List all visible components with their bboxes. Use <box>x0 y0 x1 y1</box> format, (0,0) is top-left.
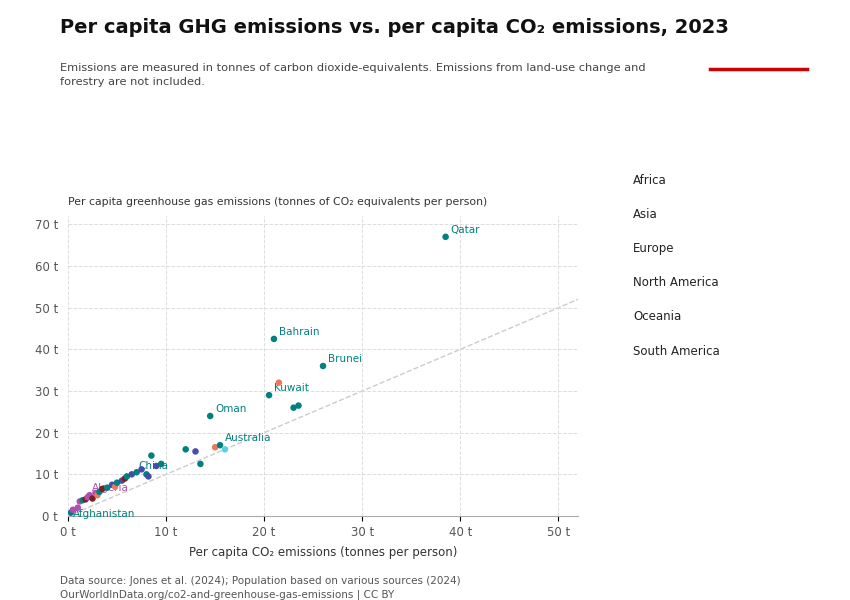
Point <box>135 464 149 474</box>
Point <box>178 445 192 454</box>
Text: Afghanistan: Afghanistan <box>73 509 135 519</box>
Text: Oman: Oman <box>215 404 246 414</box>
Text: Qatar: Qatar <box>450 225 480 235</box>
Text: China: China <box>139 461 168 471</box>
Text: Per capita greenhouse gas emissions (tonnes of CO₂ equivalents per person): Per capita greenhouse gas emissions (ton… <box>68 197 487 207</box>
Point <box>86 494 99 503</box>
Text: Per capita GHG emissions vs. per capita CO₂ emissions, 2023: Per capita GHG emissions vs. per capita … <box>60 18 728 37</box>
Text: Asia: Asia <box>633 208 658 221</box>
Text: Emissions are measured in tonnes of carbon dioxide-equivalents. Emissions from l: Emissions are measured in tonnes of carb… <box>60 63 645 87</box>
X-axis label: Per capita CO₂ emissions (tonnes per person): Per capita CO₂ emissions (tonnes per per… <box>189 545 457 559</box>
Point <box>76 496 89 505</box>
Text: Africa: Africa <box>633 173 667 187</box>
Point <box>79 494 93 504</box>
Text: Data source: Jones et al. (2024); Population based on various sources (2024)
Our: Data source: Jones et al. (2024); Popula… <box>60 576 460 600</box>
Point <box>71 503 85 512</box>
Text: South America: South America <box>633 344 720 358</box>
Point <box>194 459 207 469</box>
Point <box>82 490 96 500</box>
Point <box>316 361 330 371</box>
Text: Algeria: Algeria <box>92 483 128 493</box>
Point <box>118 474 132 484</box>
Point <box>155 459 168 469</box>
Text: Oceania: Oceania <box>633 310 682 323</box>
Point <box>139 470 153 479</box>
Point <box>142 472 156 481</box>
Text: North America: North America <box>633 276 719 289</box>
Point <box>144 451 158 460</box>
Point <box>263 391 276 400</box>
Point <box>203 411 217 421</box>
Point <box>64 508 77 517</box>
Point <box>105 480 119 490</box>
Text: Europe: Europe <box>633 242 675 255</box>
Text: Our World: Our World <box>732 33 785 42</box>
Point <box>88 488 102 498</box>
Point <box>292 401 305 410</box>
Point <box>73 497 87 506</box>
Point <box>218 445 232 454</box>
Text: Kuwait: Kuwait <box>274 383 309 393</box>
Point <box>286 403 300 412</box>
Point <box>93 487 106 497</box>
Text: Bahrain: Bahrain <box>279 327 320 337</box>
Point <box>108 482 122 491</box>
Point <box>100 483 114 493</box>
Point <box>267 334 280 344</box>
Point <box>150 461 163 471</box>
Text: Brunei: Brunei <box>328 354 362 364</box>
Point <box>120 472 133 481</box>
Point <box>110 478 124 487</box>
Point <box>189 446 202 456</box>
Text: Australia: Australia <box>225 433 271 443</box>
Point <box>95 484 109 494</box>
Point <box>208 442 222 452</box>
Point <box>213 440 227 450</box>
Point <box>272 378 286 388</box>
Point <box>91 490 105 500</box>
Point <box>130 467 144 477</box>
Point <box>439 232 452 242</box>
Text: in Data: in Data <box>740 50 778 59</box>
Point <box>125 470 139 479</box>
Point <box>115 476 128 485</box>
Point <box>81 493 94 502</box>
Point <box>66 505 80 515</box>
